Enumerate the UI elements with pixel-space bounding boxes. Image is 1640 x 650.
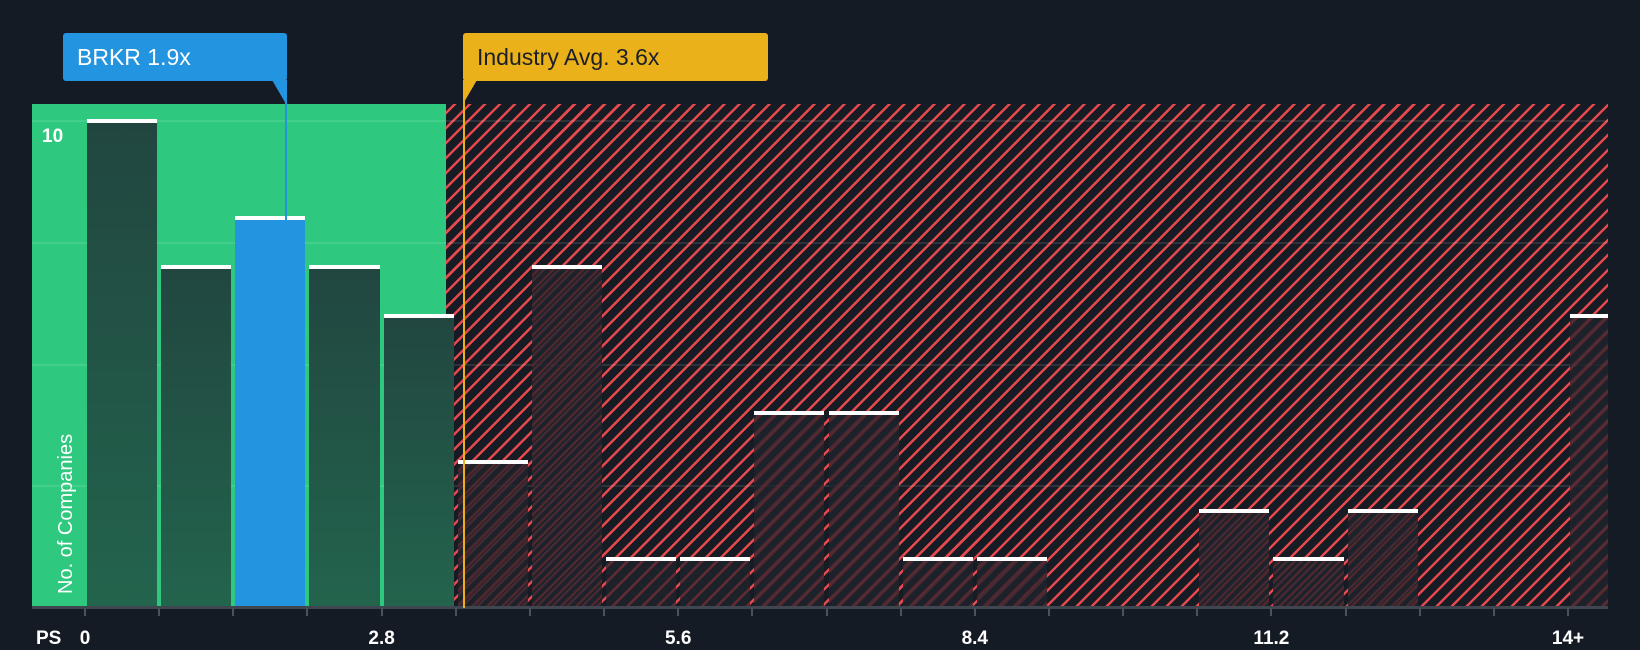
histogram-bar — [606, 557, 677, 608]
bar-cap — [606, 557, 677, 562]
x-tick-label: 5.6 — [664, 628, 692, 649]
histogram-bar — [309, 265, 380, 608]
histogram-bar — [457, 459, 528, 608]
x-tick — [380, 608, 383, 616]
x-tick-label: 11.2 — [1253, 628, 1290, 649]
histogram-bar — [1347, 508, 1418, 608]
company-callout-pointer — [272, 80, 286, 104]
x-tick — [1122, 608, 1125, 616]
x-tick — [1344, 608, 1347, 616]
x-tick — [1492, 608, 1495, 616]
company-callout-label: BRKR 1.9x — [77, 44, 191, 70]
x-tick-label: 14+ — [1551, 628, 1585, 649]
x-tick — [1418, 608, 1421, 616]
bar-cap — [531, 265, 603, 270]
x-tick — [603, 608, 606, 616]
histogram-bar — [754, 411, 825, 608]
company-bar — [235, 216, 306, 608]
x-tick — [751, 608, 754, 616]
gridline — [32, 120, 1608, 122]
industry-avg-callout: Industry Avg. 3.6x — [463, 33, 768, 81]
plot-area: 10 — [32, 104, 1608, 608]
histogram-bar — [161, 265, 232, 608]
bar-cap — [1199, 508, 1270, 513]
bar-cap — [235, 216, 306, 221]
x-tick — [528, 608, 531, 616]
x-tick — [306, 608, 309, 616]
bar-cap — [1347, 508, 1418, 513]
x-tick — [158, 608, 161, 616]
histogram-bar — [531, 265, 603, 608]
x-tick — [1567, 608, 1569, 616]
y-axis-label: No. of Companies — [55, 433, 77, 594]
industry-avg-line — [463, 80, 465, 608]
company-callout: BRKR 1.9x — [63, 33, 287, 81]
bar-cap — [680, 557, 751, 562]
histogram-bar — [1570, 313, 1608, 608]
x-tick — [825, 608, 828, 616]
histogram-bar — [902, 557, 973, 608]
bar-cap — [828, 411, 899, 416]
bar-cap — [976, 557, 1047, 562]
bar-cap — [902, 557, 973, 562]
gridline — [32, 241, 1608, 244]
bar-cap — [87, 119, 158, 123]
histogram-bar — [680, 557, 751, 608]
bar-cap — [457, 459, 528, 464]
overvalued-zone — [446, 104, 1608, 608]
histogram-bar — [87, 119, 158, 608]
x-axis-line — [32, 606, 1608, 609]
gridline — [32, 363, 1608, 366]
x-tick — [84, 608, 86, 616]
histogram-bar — [1273, 557, 1344, 608]
x-tick-label: 8.4 — [961, 628, 989, 649]
x-tick — [1047, 608, 1050, 616]
x-tick-label: 2.8 — [368, 628, 395, 649]
bar-cap — [1273, 557, 1344, 562]
x-axis-prefix: PS — [36, 628, 62, 649]
bar-cap — [161, 265, 232, 270]
x-tick-label: 0 — [79, 628, 91, 649]
bar-cap — [1570, 313, 1608, 318]
x-tick — [1270, 608, 1273, 616]
histogram-bar — [976, 557, 1047, 608]
histogram-bar — [1199, 508, 1270, 608]
histogram-bar — [383, 313, 454, 608]
bar-cap — [754, 411, 825, 416]
x-tick — [677, 608, 680, 616]
x-tick — [1196, 608, 1199, 616]
y-tick-10: 10 — [42, 126, 64, 147]
company-marker-line — [285, 80, 287, 220]
industry-callout-pointer — [463, 80, 477, 104]
industry-avg-label: Industry Avg. 3.6x — [477, 44, 660, 70]
bar-cap — [309, 265, 380, 270]
x-tick — [973, 608, 976, 616]
histogram-bar — [828, 411, 899, 608]
bar-cap — [383, 313, 454, 318]
x-tick — [232, 608, 235, 616]
x-tick — [899, 608, 902, 616]
x-tick — [454, 608, 457, 616]
